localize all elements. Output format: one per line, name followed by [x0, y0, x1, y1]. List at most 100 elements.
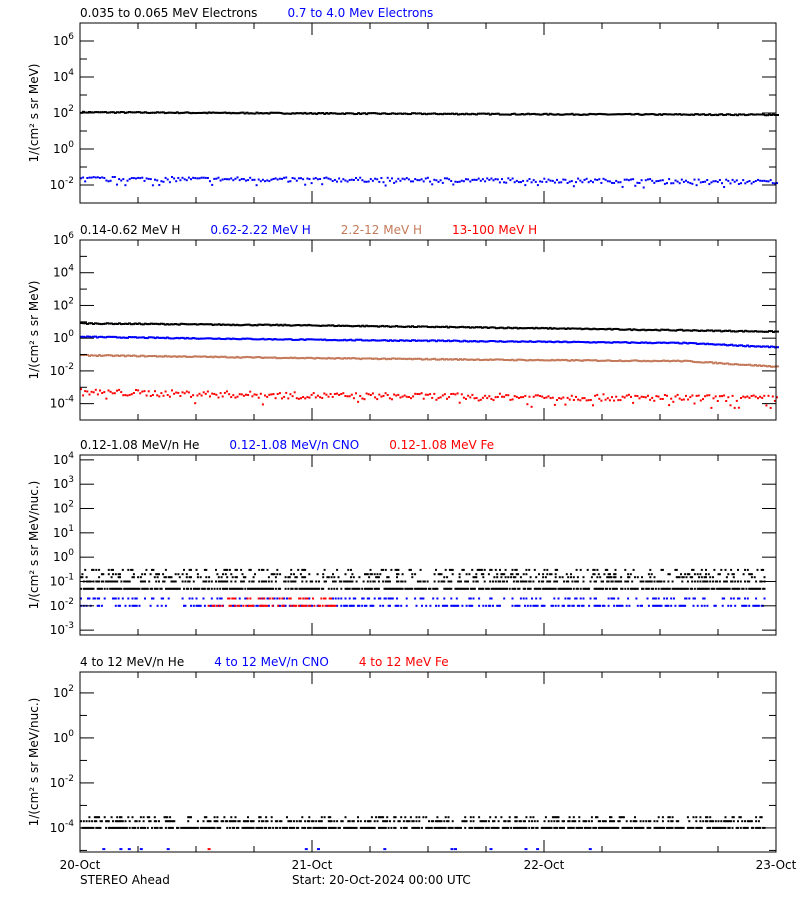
data-point [624, 826, 627, 829]
data-point [276, 597, 279, 600]
data-point [428, 820, 430, 823]
data-point [258, 568, 261, 571]
data-point [121, 826, 124, 829]
data-point [570, 112, 574, 115]
data-point [542, 340, 546, 343]
data-point [123, 322, 127, 325]
data-point [510, 327, 514, 330]
data-point [421, 597, 423, 600]
data-point [626, 360, 630, 363]
data-point [478, 604, 481, 607]
data-point [697, 394, 700, 397]
data-point [424, 393, 427, 396]
data-point [114, 604, 117, 607]
data-point [634, 576, 636, 579]
data-point [350, 568, 352, 571]
data-point [288, 820, 291, 823]
x-tick-label: 21-Oct [292, 858, 333, 872]
data-point [656, 113, 660, 116]
data-point [553, 597, 556, 600]
data-point [588, 587, 591, 590]
data-point [589, 826, 592, 829]
data-point [411, 587, 414, 590]
data-point [696, 587, 699, 590]
data-point [524, 327, 528, 330]
data-point [525, 816, 528, 819]
data-point [721, 395, 723, 398]
data-point [647, 826, 650, 829]
data-point [617, 597, 620, 600]
data-point [117, 587, 120, 590]
data-point [767, 394, 770, 397]
data-point [579, 568, 582, 571]
data-point [576, 327, 580, 330]
data-point [750, 576, 753, 579]
data-point [243, 112, 247, 115]
data-point [746, 395, 749, 398]
data-point [219, 111, 223, 114]
data-point [662, 359, 666, 362]
data-point [339, 325, 343, 327]
data-point [335, 112, 339, 115]
data-point [393, 325, 397, 328]
data-point [742, 363, 746, 366]
data-point [586, 359, 590, 361]
data-point [716, 580, 719, 583]
data-point [398, 820, 401, 823]
data-point [595, 816, 597, 819]
data-point [443, 587, 446, 590]
data-point [103, 587, 106, 590]
data-point [209, 826, 212, 829]
data-point [86, 322, 89, 325]
data-point [684, 573, 687, 576]
data-point [706, 816, 709, 819]
data-point [125, 587, 128, 590]
data-point [112, 580, 114, 583]
data-point [319, 826, 322, 829]
data-point [776, 182, 778, 185]
data-point [469, 587, 472, 590]
data-point [514, 113, 518, 116]
data-point [544, 576, 547, 579]
data-point [710, 343, 714, 346]
data-point [562, 359, 566, 362]
data-point [526, 604, 529, 607]
data-point [620, 580, 623, 583]
data-point [230, 820, 233, 823]
data-point [347, 568, 350, 571]
data-point [536, 604, 539, 607]
data-point [682, 398, 685, 401]
data-point [538, 340, 542, 343]
data-point [163, 323, 167, 326]
data-point [596, 360, 600, 362]
data-point [431, 358, 434, 361]
data-point [352, 576, 355, 579]
data-point [666, 826, 668, 829]
data-point [121, 323, 125, 325]
data-point [731, 826, 734, 829]
data-point [331, 604, 334, 607]
data-point [218, 604, 221, 607]
data-point [716, 400, 719, 402]
data-point [333, 580, 336, 583]
data-point [240, 178, 243, 180]
data-point [511, 568, 514, 571]
data-point [466, 326, 470, 329]
data-point [575, 597, 578, 600]
data-point [483, 568, 486, 571]
data-point [343, 338, 347, 341]
data-point [608, 359, 612, 362]
data-point [188, 826, 191, 829]
data-point [653, 399, 656, 402]
data-point [252, 587, 255, 590]
data-point [124, 394, 127, 397]
data-point [107, 568, 110, 571]
data-point [238, 597, 241, 600]
data-point [550, 604, 553, 607]
data-point [253, 178, 256, 181]
data-point [488, 340, 492, 342]
data-point [593, 580, 596, 583]
data-point [234, 820, 237, 823]
data-point [144, 587, 146, 590]
data-point [542, 576, 545, 579]
